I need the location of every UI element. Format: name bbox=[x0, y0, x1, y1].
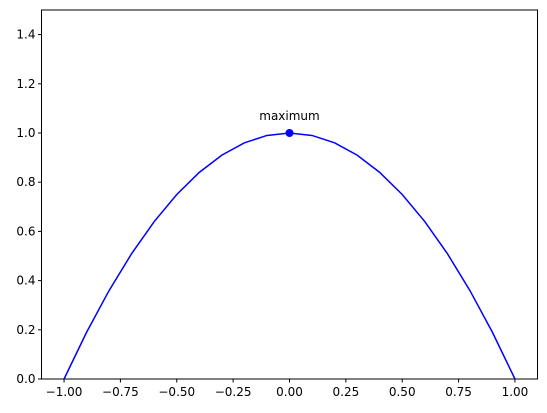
x-tick-label: −1.00 bbox=[46, 385, 83, 399]
y-tick-label: 0.0 bbox=[16, 372, 35, 386]
y-tick-label: 0.4 bbox=[16, 274, 35, 288]
annotation-label: maximum bbox=[259, 109, 319, 123]
y-tick-label: 1.2 bbox=[16, 77, 35, 91]
y-tick-label: 1.4 bbox=[16, 28, 35, 42]
x-tick-label: 0.75 bbox=[445, 385, 472, 399]
x-tick-label: −0.25 bbox=[215, 385, 252, 399]
axes-frame bbox=[41, 9, 538, 380]
y-tick-label: 0.8 bbox=[16, 175, 35, 189]
x-tick-label: 1.00 bbox=[502, 385, 529, 399]
y-tick-label: 1.0 bbox=[16, 126, 35, 140]
y-tick-label: 0.6 bbox=[16, 224, 35, 238]
x-tick-label: 0.00 bbox=[276, 385, 303, 399]
x-tick-label: −0.75 bbox=[102, 385, 139, 399]
x-tick-label: 0.50 bbox=[389, 385, 416, 399]
line-series bbox=[63, 132, 516, 380]
y-tick-label: 0.2 bbox=[16, 323, 35, 337]
x-tick-label: −0.50 bbox=[158, 385, 195, 399]
x-tick-label: 0.25 bbox=[333, 385, 360, 399]
annotation-point bbox=[285, 129, 294, 137]
